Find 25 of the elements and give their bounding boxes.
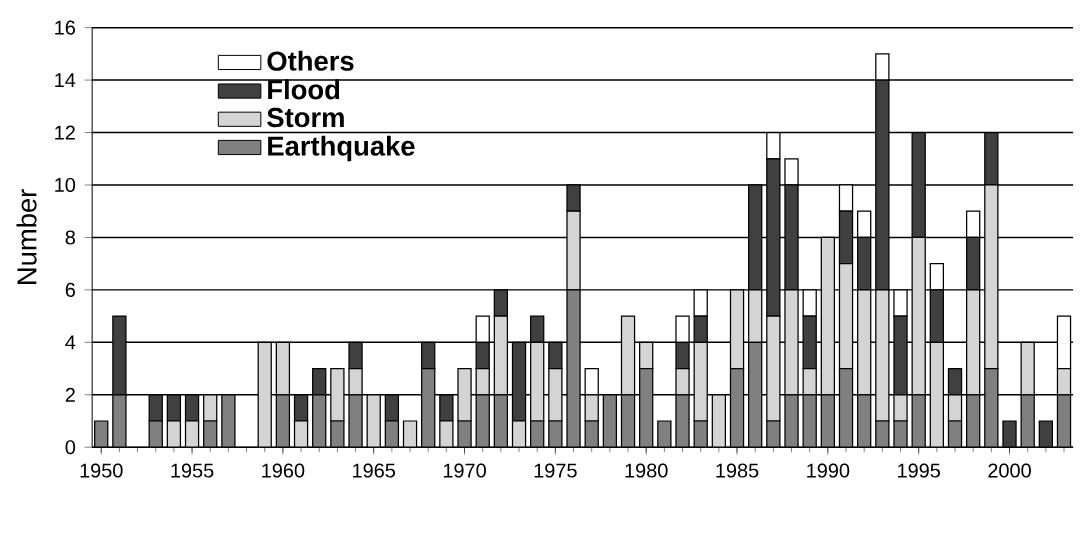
x-tick-label: 1975: [534, 463, 577, 478]
x-tick-label: 1985: [716, 463, 759, 478]
x-tick-label: 1950: [80, 463, 123, 478]
x-tick-label: 1965: [353, 463, 396, 478]
x-tick-label: 1980: [625, 463, 668, 478]
y-tick-label: 2: [65, 387, 75, 402]
y-tick-label: 12: [55, 125, 75, 140]
x-tick-label: 2000: [988, 463, 1031, 478]
y-tick-label: 8: [65, 230, 75, 245]
x-tick-label: 1970: [443, 463, 486, 478]
x-tick-label: 1995: [898, 463, 940, 478]
x-tick-label: 1990: [807, 463, 850, 478]
legend-label: Storm: [267, 107, 344, 128]
y-tick-label: 6: [65, 282, 75, 297]
y-axis-title: Number: [16, 189, 37, 284]
legend-label: Flood: [268, 79, 340, 100]
legend-label: Others: [267, 50, 354, 71]
y-tick-label: 0: [65, 440, 76, 455]
x-tick-label: 1960: [262, 463, 305, 478]
y-tick-label: 10: [55, 177, 76, 193]
y-tick-label: 4: [65, 335, 76, 350]
x-tick-label: 1955: [171, 463, 214, 478]
y-tick-label: 14: [55, 73, 76, 87]
y-tick-label: 16: [55, 20, 75, 35]
legend-label: Earthquake: [268, 135, 415, 162]
